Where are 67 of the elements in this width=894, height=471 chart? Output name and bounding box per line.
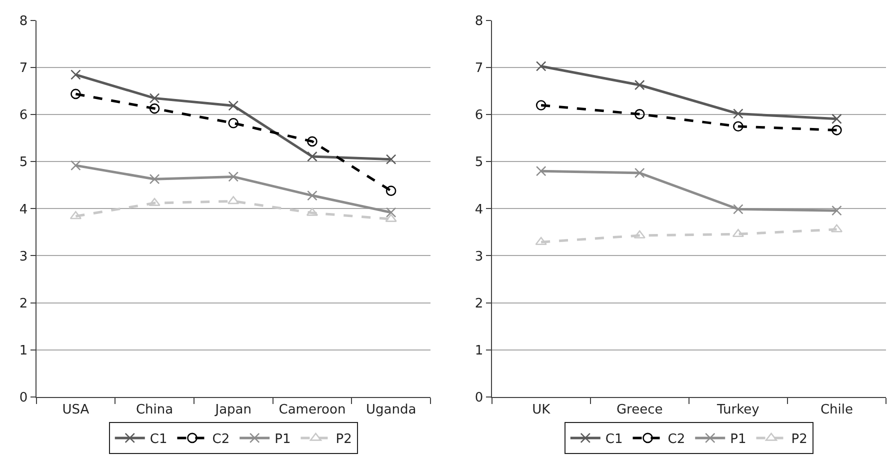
y-tick-label: 3 <box>19 249 28 264</box>
y-tick-label: 8 <box>474 14 484 30</box>
point <box>733 121 744 132</box>
point <box>228 172 239 182</box>
y-tick-label: 8 <box>19 14 28 30</box>
point <box>634 230 646 238</box>
legend-label: P1 <box>274 432 291 448</box>
y-tick-label: 6 <box>474 108 484 124</box>
y-tick-label: 5 <box>474 155 484 170</box>
y-tick-label: 5 <box>19 155 28 170</box>
point <box>634 168 645 178</box>
point <box>70 88 81 100</box>
legend-label: C2 <box>212 432 230 448</box>
y-tick-label: 1 <box>19 343 28 358</box>
y-tick-label: 2 <box>474 296 484 312</box>
y-tick-label: 7 <box>474 61 484 76</box>
point <box>386 154 396 164</box>
legend-label: P2 <box>336 432 352 448</box>
point <box>386 186 396 196</box>
point <box>832 114 842 124</box>
point <box>70 160 81 171</box>
x-tick-label: China <box>136 402 174 418</box>
point <box>634 80 645 90</box>
point <box>536 100 546 110</box>
y-tick-label: 4 <box>474 202 484 218</box>
x-tick-label: USA <box>62 402 90 418</box>
point <box>149 103 160 114</box>
x-tick-label: Uganda <box>366 402 416 418</box>
point <box>307 151 318 162</box>
point <box>307 190 318 201</box>
point <box>832 205 842 216</box>
point <box>70 70 81 80</box>
y-tick-label: 1 <box>474 343 484 358</box>
y-tick-label: 3 <box>474 249 484 264</box>
x-tick-label: Japan <box>214 402 252 418</box>
y-tick-label: 7 <box>19 61 28 76</box>
x-tick-label: Cameroon <box>278 402 346 418</box>
point <box>228 100 239 111</box>
point <box>149 174 160 184</box>
point <box>535 236 547 245</box>
y-tick-label: 0 <box>19 390 28 406</box>
y-tick-label: 6 <box>19 108 28 124</box>
x-tick-label: Turkey <box>716 402 760 418</box>
point <box>536 166 546 176</box>
legend-label: C1 <box>150 432 168 448</box>
y-tick-label: 2 <box>19 296 28 312</box>
point <box>307 136 318 147</box>
x-tick-label: UK <box>532 402 551 418</box>
point <box>634 109 645 120</box>
point <box>148 198 160 206</box>
point <box>733 204 744 214</box>
point <box>386 207 396 218</box>
y-tick-label: 0 <box>474 390 484 406</box>
y-tick-label: 4 <box>19 202 28 218</box>
legend-label: C2 <box>668 432 686 448</box>
point <box>385 214 397 222</box>
x-tick-label: Chile <box>820 402 853 418</box>
legend-label: P1 <box>730 432 746 448</box>
legend-label: P2 <box>791 432 808 448</box>
point <box>149 93 160 104</box>
point <box>536 61 546 72</box>
point <box>228 118 239 128</box>
point <box>733 108 744 119</box>
point <box>228 196 240 204</box>
legend-label: C1 <box>605 432 623 448</box>
x-tick-label: Greece <box>616 402 663 418</box>
point <box>832 125 842 136</box>
